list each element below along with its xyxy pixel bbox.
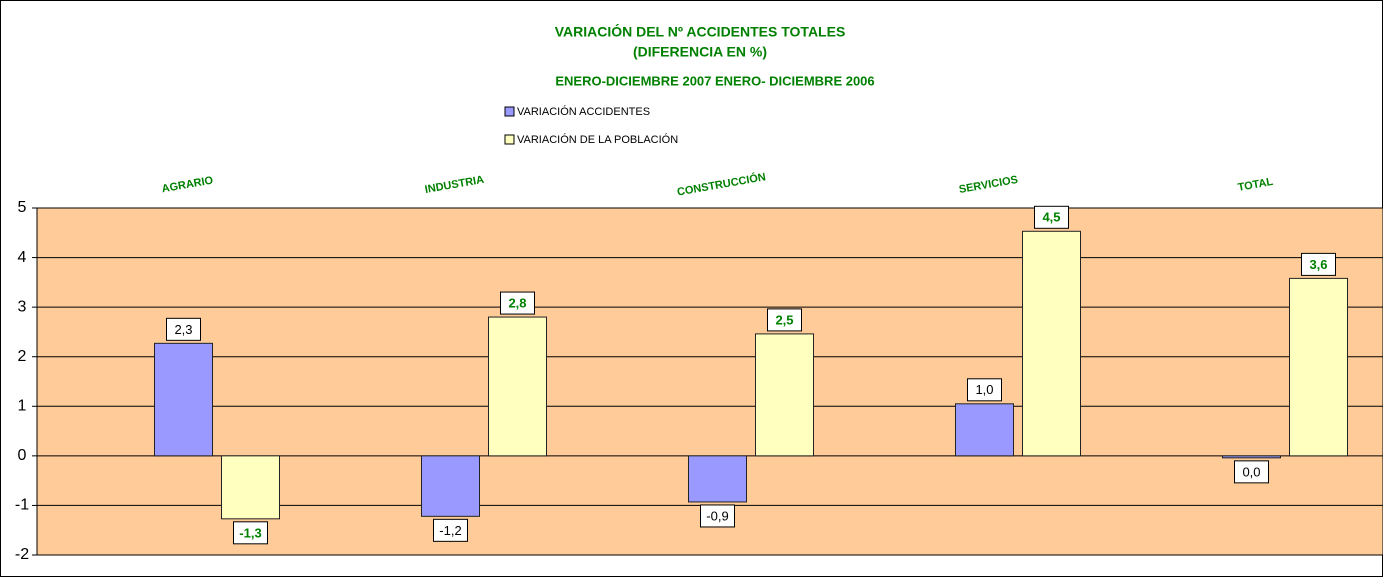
data-label-box (967, 378, 1002, 402)
data-label: 3,6 (1309, 257, 1327, 272)
data-label: -1,2 (439, 523, 461, 538)
bar (421, 455, 480, 517)
chart-title: VARIACIÓN DEL Nº ACCIDENTES TOTALES (555, 23, 846, 40)
data-label-box (433, 518, 468, 542)
data-label-group: 4,5 (1034, 205, 1069, 229)
bar (1289, 277, 1348, 457)
y-tick-label: 3 (18, 298, 27, 315)
data-label: 2,8 (508, 295, 526, 310)
legend-swatch (504, 134, 515, 145)
data-label: 4,5 (1042, 210, 1060, 225)
chart-subtitle: ENERO-DICIEMBRE 2007 ENERO- DICIEMBRE 20… (555, 73, 874, 88)
data-label-box (1301, 252, 1336, 276)
legend-label: VARIACIÓN ACCIDENTES (517, 105, 650, 118)
data-label-group: -0,9 (700, 504, 735, 528)
chart-title: (DIFERENCIA EN %) (633, 44, 767, 60)
y-tick-label: 0 (18, 447, 27, 464)
data-label-box (1234, 460, 1269, 484)
data-label-group: 2,3 (166, 317, 201, 341)
data-label-box (767, 308, 802, 332)
y-tick-label: 5 (18, 199, 27, 216)
data-label: -1,3 (239, 525, 261, 540)
data-label: -0,9 (706, 508, 728, 523)
data-label-group: 2,8 (500, 291, 535, 315)
y-tick-label: 2 (18, 348, 27, 365)
data-label-group: 3,6 (1301, 252, 1336, 276)
y-tick-label: -1 (15, 497, 29, 514)
data-label-group: 1,0 (967, 378, 1002, 402)
bar (1022, 230, 1081, 457)
y-tick-label: 1 (18, 398, 27, 415)
data-label: 1,0 (975, 382, 993, 397)
bar (488, 316, 547, 457)
legend-swatch (504, 106, 515, 117)
data-label-group: 0,0 (1234, 460, 1269, 484)
data-label-box (1034, 205, 1069, 229)
y-tick-label: 4 (18, 249, 27, 266)
data-label-box (500, 291, 535, 315)
bar (755, 333, 814, 457)
y-tick-label: -2 (15, 546, 29, 563)
data-label-group: -1,2 (433, 518, 468, 542)
bar (154, 342, 213, 457)
bar (688, 455, 747, 503)
data-label: 2,5 (775, 312, 793, 327)
data-label-box (166, 317, 201, 341)
legend-label: VARIACIÓN DE LA POBLACIÓN (517, 133, 678, 146)
data-label-group: -1,3 (233, 521, 268, 545)
data-label-group: 2,5 (767, 308, 802, 332)
bar (221, 455, 280, 520)
data-label-box (700, 504, 735, 528)
data-label: 2,3 (174, 322, 192, 337)
data-label: 0,0 (1242, 464, 1260, 479)
bar (955, 403, 1014, 457)
bar (1222, 455, 1281, 459)
data-label-box (233, 521, 268, 545)
